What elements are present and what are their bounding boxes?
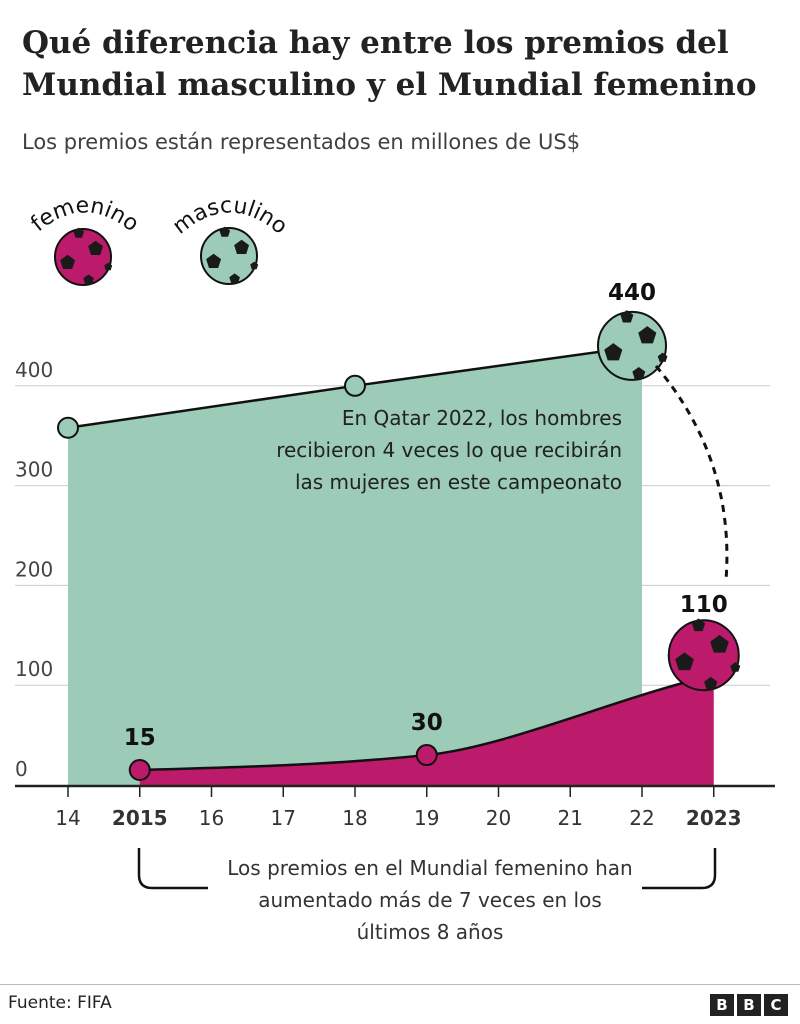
x-tick-label: 16 bbox=[199, 806, 224, 830]
data-label: 440 bbox=[608, 280, 656, 306]
y-tick-label: 300 bbox=[15, 458, 53, 482]
ball-patch bbox=[691, 618, 706, 632]
ball-patch bbox=[60, 254, 76, 269]
ball-patch bbox=[234, 239, 250, 254]
area-masculino bbox=[68, 345, 642, 785]
source-text: Fuente: FIFA bbox=[8, 993, 112, 1013]
x-tick-label: 19 bbox=[414, 806, 439, 830]
x-tick-label: 2023 bbox=[686, 806, 742, 830]
data-label: 15 bbox=[124, 725, 156, 751]
ball-patch bbox=[704, 676, 718, 690]
ball-body bbox=[597, 310, 667, 381]
point-femenino-2019 bbox=[415, 744, 438, 767]
x-tick-label: 22 bbox=[629, 806, 654, 830]
bracket-left bbox=[137, 848, 208, 890]
point-masculino-2018 bbox=[344, 374, 366, 397]
x-tick-label: 21 bbox=[558, 806, 583, 830]
footer-divider bbox=[0, 984, 800, 985]
ball-femenino-2023-icon bbox=[667, 618, 741, 692]
ball-patch bbox=[250, 261, 259, 270]
y-tick-label: 200 bbox=[15, 557, 53, 581]
ball-patch bbox=[657, 352, 668, 362]
ball-patch bbox=[219, 226, 231, 237]
annotation-men: En Qatar 2022, los hombres recibieron 4 … bbox=[276, 406, 622, 494]
x-tick-label: 17 bbox=[271, 806, 296, 830]
annotation-women: Los premios en el Mundial femenino han a… bbox=[227, 856, 633, 944]
dashed-connector bbox=[654, 365, 729, 581]
ball-patch bbox=[710, 634, 729, 653]
ball-patch bbox=[675, 652, 694, 671]
data-label: 110 bbox=[680, 592, 728, 618]
chart-title: Qué diferencia hay entre los premios del… bbox=[22, 25, 757, 103]
y-tick-label: 100 bbox=[15, 657, 53, 681]
ball-masculino-2022-icon bbox=[597, 310, 668, 381]
ball-body bbox=[54, 228, 112, 286]
legend-ball-masculino-icon bbox=[200, 226, 259, 285]
ball-body bbox=[667, 619, 740, 692]
ball-patch bbox=[73, 227, 85, 238]
ball-patch bbox=[206, 253, 222, 268]
x-tick-label: 20 bbox=[486, 806, 511, 830]
legend-ball-femenino-icon bbox=[54, 227, 113, 286]
y-tick-label: 400 bbox=[15, 358, 53, 382]
point-masculino-2014 bbox=[57, 416, 79, 439]
ball-patch bbox=[83, 274, 94, 285]
ball-body bbox=[200, 227, 258, 285]
x-tick-label: 14 bbox=[55, 806, 80, 830]
data-label: 30 bbox=[411, 710, 443, 736]
area-femenino bbox=[139, 675, 714, 785]
ball-patch bbox=[620, 310, 634, 323]
bracket-right bbox=[642, 848, 717, 890]
ball-patch bbox=[104, 262, 113, 271]
ball-patch bbox=[604, 343, 623, 361]
ball-patch bbox=[730, 662, 741, 672]
ball-patch bbox=[229, 273, 240, 284]
ball-patch bbox=[88, 240, 104, 255]
chart-subtitle: Los premios están representados en millo… bbox=[22, 130, 581, 154]
ball-patch bbox=[632, 366, 646, 380]
y-tick-label: 0 bbox=[15, 757, 28, 781]
x-tick-label: 2015 bbox=[112, 806, 168, 830]
x-tick-label: 18 bbox=[342, 806, 367, 830]
ball-patch bbox=[638, 326, 657, 344]
point-femenino-2015 bbox=[128, 759, 151, 782]
